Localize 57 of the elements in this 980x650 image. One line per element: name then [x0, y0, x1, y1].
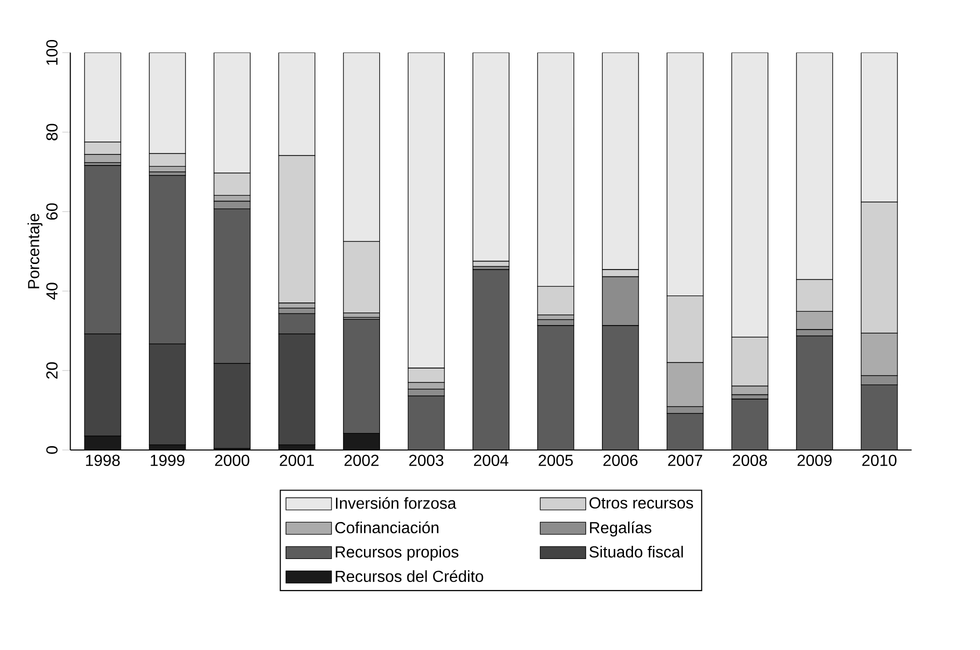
bar [602, 52, 639, 270]
x-tick-label: 2001 [280, 454, 314, 466]
bar [860, 384, 898, 450]
x-tick-label: 2003 [409, 454, 444, 466]
x-tick-label: 2002 [344, 454, 379, 466]
legend-label: Inversión forzosa [336, 496, 456, 509]
bar [278, 313, 316, 334]
bar [537, 286, 574, 316]
x-tick-label: 2006 [603, 454, 638, 466]
bar [84, 52, 122, 142]
legend-label: Recursos del Crédito [336, 570, 484, 582]
x-tick-label: 2000 [215, 454, 250, 466]
bar [731, 52, 768, 338]
bar [860, 52, 898, 202]
legend-label: Recursos propios [336, 546, 458, 561]
bar [214, 208, 251, 364]
bar [537, 52, 574, 287]
x-tick-label: 1999 [150, 454, 184, 466]
bar [84, 165, 122, 334]
y-tick-label: 60 [46, 203, 58, 220]
bar [84, 436, 121, 450]
x-tick-label: 2007 [668, 454, 702, 466]
bar [666, 52, 704, 296]
x-tick-label: 2004 [474, 454, 508, 466]
legend-label: Otros recursos [590, 497, 694, 509]
y-tick-label: 100 [46, 40, 58, 65]
bar [343, 52, 380, 242]
bar [214, 52, 251, 174]
bar [408, 52, 445, 368]
bar [148, 52, 186, 154]
bar [343, 241, 380, 314]
bar [666, 413, 704, 450]
bar [537, 325, 574, 450]
bar [408, 396, 445, 450]
bar [343, 318, 380, 434]
legend-label: Cofinanciación [335, 521, 438, 534]
bar [343, 432, 380, 450]
y-tick-label: 40 [46, 282, 58, 300]
bar [472, 269, 510, 450]
x-tick-label: 2010 [862, 454, 896, 466]
bar [796, 52, 834, 280]
bar [796, 336, 834, 450]
bar [148, 175, 186, 344]
legend-label: Regalías [590, 521, 652, 536]
x-tick-label: 2008 [732, 454, 767, 466]
y-axis-title: Porcentaje [28, 214, 42, 288]
x-tick-label: 2009 [798, 454, 832, 466]
y-tick-label: 80 [46, 124, 58, 140]
bar [278, 52, 316, 156]
y-tick-label: 20 [46, 362, 58, 379]
bar [602, 325, 639, 450]
x-tick-label: 1998 [86, 454, 120, 466]
x-tick-label: 2005 [538, 454, 573, 466]
bar [731, 398, 768, 450]
legend-label: Situado fiscal [589, 546, 683, 558]
bar [472, 52, 510, 262]
y-tick-label: 0 [46, 446, 58, 454]
